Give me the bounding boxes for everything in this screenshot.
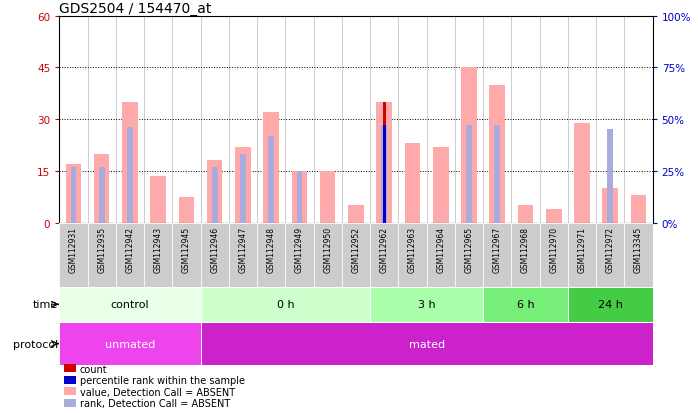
Text: GSM112950: GSM112950: [323, 226, 332, 272]
Bar: [383, 126, 386, 223]
Bar: [568, 287, 653, 322]
Bar: [66, 164, 81, 223]
Bar: [494, 126, 500, 223]
Bar: [433, 147, 449, 223]
Text: time: time: [33, 299, 58, 310]
Bar: [631, 195, 646, 223]
Text: GSM112947: GSM112947: [239, 226, 248, 272]
Text: GSM112952: GSM112952: [352, 226, 360, 272]
Bar: [607, 130, 613, 223]
Bar: [151, 177, 166, 223]
Bar: [320, 171, 336, 223]
Bar: [405, 144, 420, 223]
Text: GSM112949: GSM112949: [295, 226, 304, 272]
Bar: [200, 223, 229, 287]
Text: GDS2504 / 154470_at: GDS2504 / 154470_at: [59, 2, 211, 16]
Bar: [348, 206, 364, 223]
Bar: [87, 223, 116, 287]
Bar: [518, 206, 533, 223]
Text: GSM112935: GSM112935: [97, 226, 106, 272]
Bar: [200, 287, 370, 322]
Bar: [99, 167, 105, 223]
Bar: [383, 102, 386, 223]
Text: unmated: unmated: [105, 339, 155, 349]
Bar: [381, 126, 387, 223]
Text: GSM112962: GSM112962: [380, 226, 389, 272]
Bar: [370, 287, 483, 322]
Bar: [116, 223, 144, 287]
Bar: [229, 223, 257, 287]
Bar: [144, 223, 172, 287]
Bar: [207, 161, 223, 223]
Bar: [546, 209, 561, 223]
Text: GSM112945: GSM112945: [182, 226, 191, 272]
Text: GSM112967: GSM112967: [493, 226, 502, 272]
Bar: [269, 136, 274, 223]
Bar: [59, 223, 87, 287]
Bar: [596, 223, 625, 287]
Text: control: control: [111, 299, 149, 310]
Bar: [200, 322, 653, 366]
Bar: [568, 223, 596, 287]
Bar: [313, 223, 342, 287]
Bar: [602, 189, 618, 223]
Bar: [263, 113, 279, 223]
Text: GSM112946: GSM112946: [210, 226, 219, 272]
Bar: [540, 223, 568, 287]
Bar: [483, 223, 512, 287]
Text: 0 h: 0 h: [276, 299, 294, 310]
Bar: [172, 223, 200, 287]
Bar: [342, 223, 370, 287]
Bar: [212, 167, 218, 223]
Text: GSM112931: GSM112931: [69, 226, 78, 272]
Bar: [297, 171, 302, 223]
Bar: [70, 167, 76, 223]
Bar: [512, 223, 540, 287]
Bar: [455, 223, 483, 287]
Bar: [370, 223, 399, 287]
Bar: [235, 147, 251, 223]
Bar: [285, 223, 313, 287]
Legend: count, percentile rank within the sample, value, Detection Call = ABSENT, rank, : count, percentile rank within the sample…: [64, 364, 245, 408]
Bar: [59, 287, 200, 322]
Text: GSM112942: GSM112942: [126, 226, 135, 272]
Bar: [489, 85, 505, 223]
Text: 24 h: 24 h: [597, 299, 623, 310]
Bar: [122, 102, 138, 223]
Text: 6 h: 6 h: [517, 299, 534, 310]
Bar: [257, 223, 285, 287]
Bar: [376, 102, 392, 223]
Bar: [94, 154, 110, 223]
Bar: [292, 171, 307, 223]
Text: GSM112968: GSM112968: [521, 226, 530, 272]
Text: mated: mated: [408, 339, 445, 349]
Bar: [574, 123, 590, 223]
Bar: [483, 287, 568, 322]
Bar: [399, 223, 426, 287]
Text: GSM112943: GSM112943: [154, 226, 163, 272]
Text: GSM112963: GSM112963: [408, 226, 417, 272]
Bar: [625, 223, 653, 287]
Text: GSM112972: GSM112972: [606, 226, 615, 272]
Bar: [466, 126, 472, 223]
Text: GSM112965: GSM112965: [464, 226, 473, 272]
Text: protocol: protocol: [13, 339, 58, 349]
Text: GSM112948: GSM112948: [267, 226, 276, 272]
Bar: [426, 223, 455, 287]
Text: GSM112971: GSM112971: [577, 226, 586, 272]
Text: GSM113345: GSM113345: [634, 226, 643, 272]
Bar: [59, 322, 200, 366]
Text: GSM112970: GSM112970: [549, 226, 558, 272]
Bar: [179, 197, 194, 223]
Bar: [240, 155, 246, 223]
Text: GSM112964: GSM112964: [436, 226, 445, 272]
Bar: [127, 128, 133, 223]
Bar: [461, 68, 477, 223]
Text: 3 h: 3 h: [418, 299, 436, 310]
